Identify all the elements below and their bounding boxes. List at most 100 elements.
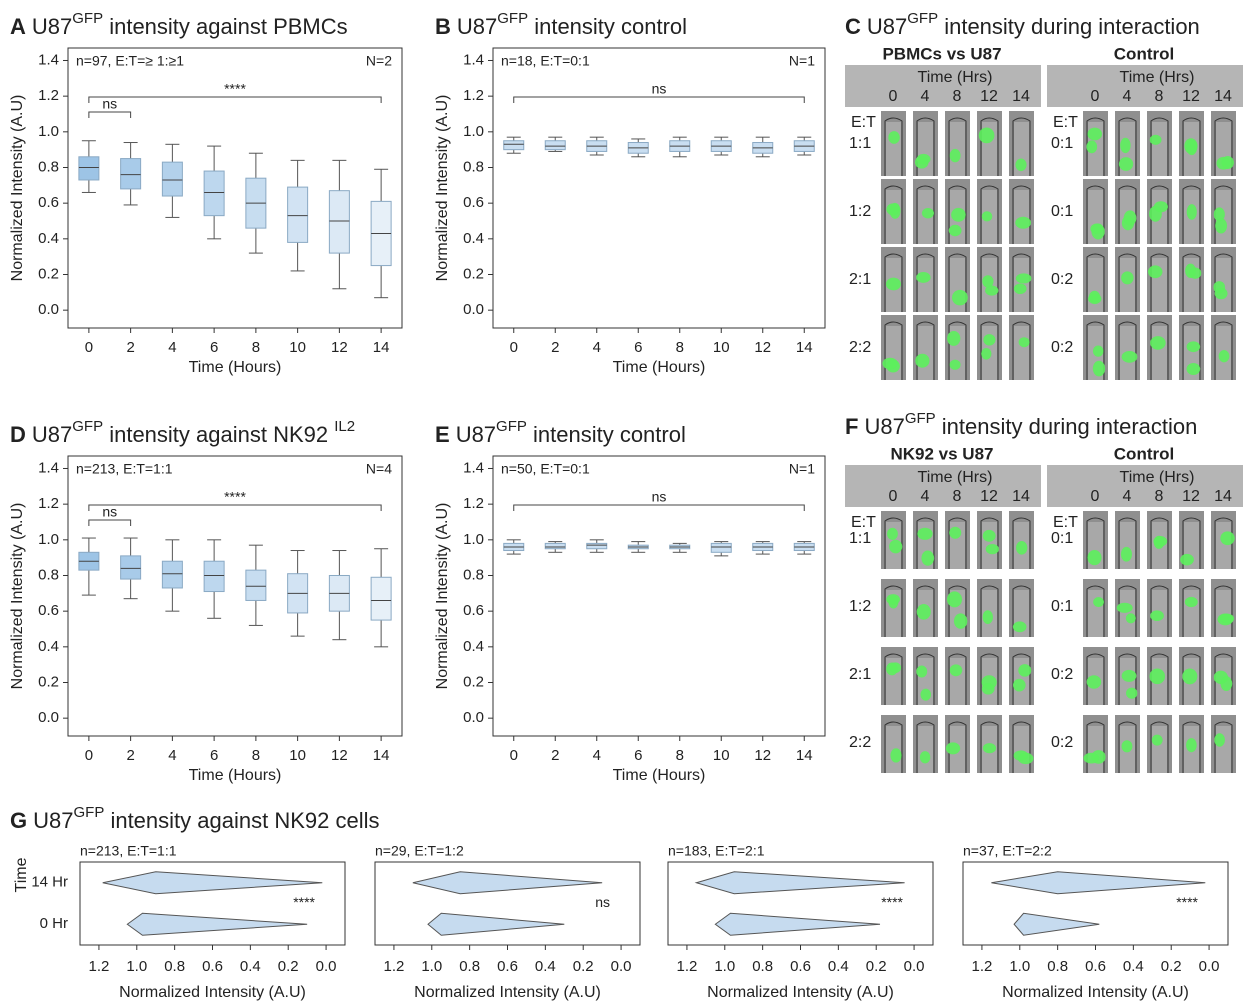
channel-outline: [1086, 585, 1105, 637]
channel-outline: [1118, 117, 1137, 176]
fluorescent-cell: [920, 688, 932, 701]
subtitle: n=37, E:T=2:2: [963, 843, 1052, 859]
channel-fill: [1152, 326, 1167, 380]
x-tick-label: 1.0: [714, 958, 735, 975]
channel-fill: [1216, 522, 1231, 569]
fluorescent-cell: [1182, 668, 1198, 685]
ratio-header: E:T: [851, 114, 876, 131]
box: [161, 161, 183, 197]
time-value: 14: [1012, 88, 1030, 105]
channel-outline: [1012, 653, 1031, 705]
box: [370, 576, 392, 621]
fluorescent-cell: [983, 334, 996, 346]
fluorescent-cell: [1215, 218, 1228, 234]
x-axis-label: Normalized Intensity (A.U): [1002, 984, 1189, 1001]
channel-outline: [1150, 653, 1169, 705]
x-tick-label: 12: [754, 747, 771, 764]
fluorescent-cell: [1121, 669, 1137, 682]
fluorescent-cell: [1214, 733, 1225, 747]
panel-title: A U87GFP intensity against PBMCs: [10, 10, 348, 38]
x-axis-label: Time (Hours): [189, 767, 282, 784]
plot-frame: [492, 455, 826, 737]
ratio-header: E:T: [1053, 114, 1078, 131]
header-bar: [845, 65, 1041, 107]
channel-outline: [1214, 517, 1233, 569]
y-tick-label: 0.6: [463, 602, 484, 619]
header-bar: [1047, 465, 1243, 507]
n-label: n=50, E:T=0:1: [501, 461, 590, 477]
fluorescent-cell: [1153, 201, 1168, 213]
fluorescent-cell: [1090, 223, 1104, 234]
fluorescent-cell: [1087, 549, 1102, 566]
x-tick-label: 4: [593, 747, 601, 764]
fluorescent-cell: [1018, 664, 1032, 677]
fluorescent-cell: [1012, 621, 1027, 633]
x-tick-label: 0.6: [202, 958, 223, 975]
x-axis-label: Time (Hours): [613, 359, 706, 376]
channel-outline: [1012, 585, 1031, 637]
x-tick-label: 14: [796, 747, 813, 764]
group-heading: PBMCs vs U87: [882, 44, 1001, 63]
channel-outline: [884, 117, 903, 176]
y-tick-label: 0.4: [463, 638, 484, 655]
title-superscript: IL2: [334, 418, 355, 435]
channel-outline: [1182, 653, 1201, 705]
time-value: 0: [889, 488, 898, 505]
fluorescent-cell: [915, 353, 930, 368]
x-tick-label: 14: [796, 339, 813, 356]
fluorescent-cell: [949, 664, 963, 677]
fluorescent-cell: [1116, 602, 1133, 613]
time-value: 8: [953, 88, 962, 105]
channel-outline: [916, 185, 935, 244]
y-tick-label: 1.4: [463, 459, 484, 476]
fluorescent-cell: [1221, 156, 1234, 170]
channel-outline: [1182, 585, 1201, 637]
header-bar: [845, 465, 1041, 507]
time-value: 12: [980, 488, 998, 505]
title-superscript: GFP: [72, 10, 103, 27]
y-tick-label: 0.6: [38, 602, 59, 619]
fluorescent-cell: [1186, 139, 1198, 156]
significance: ****: [881, 894, 903, 910]
panel-letter: C: [845, 14, 861, 39]
fluorescent-cell: [886, 203, 900, 216]
y-tick-label: 0.2: [38, 673, 59, 690]
y-tick-label: 1.0: [38, 531, 59, 548]
fluorescent-cell: [1186, 341, 1201, 353]
box: [710, 542, 732, 553]
x-tick-label: 0.8: [752, 958, 773, 975]
x-tick-label: 0: [510, 747, 518, 764]
x-tick-label: 0.8: [164, 958, 185, 975]
channel-outline: [1214, 185, 1233, 244]
y-tick-label: 0.8: [38, 158, 59, 175]
ratio-label: 2:2: [849, 734, 871, 751]
channel-outline: [1086, 653, 1105, 705]
x-tick-label: 10: [289, 339, 306, 356]
channel-outline: [884, 321, 903, 380]
channel-outline: [1150, 585, 1169, 637]
x-tick-label: 6: [210, 339, 218, 356]
x-tick-label: 0.6: [497, 958, 518, 975]
channel-fill: [1014, 726, 1029, 773]
box: [203, 170, 225, 217]
y-axis-label: Normalized Intensity (A.U): [9, 503, 26, 690]
title-superscript: GFP: [905, 410, 936, 427]
box: [328, 190, 350, 254]
x-tick-label: 0: [85, 339, 93, 356]
x-tick-label: 10: [289, 747, 306, 764]
fluorescent-cell: [1121, 740, 1133, 753]
x-tick-label: 0.8: [459, 958, 480, 975]
fluorescent-cell: [888, 131, 900, 144]
x-tick-label: 2: [126, 747, 134, 764]
y-tick-label: 1.0: [38, 123, 59, 140]
channel-outline: [1118, 653, 1137, 705]
fluorescent-cell: [1086, 140, 1098, 154]
channel-fill: [1216, 590, 1231, 637]
fluorescent-cell: [1186, 363, 1201, 376]
x-tick-label: 0.0: [1199, 958, 1220, 975]
channel-outline: [1012, 253, 1031, 312]
fluorescent-cell: [985, 543, 999, 555]
x-tick-label: 0.2: [866, 958, 887, 975]
x-tick-label: 0.4: [240, 958, 261, 975]
